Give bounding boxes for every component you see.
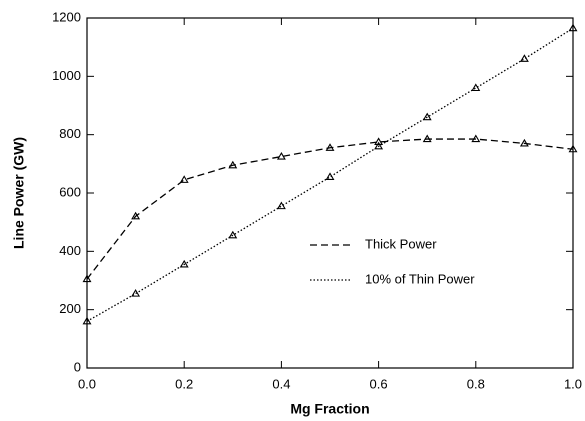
y-tick-label: 0 xyxy=(74,359,81,374)
x-tick-label: 0.0 xyxy=(78,376,96,391)
data-point xyxy=(374,141,384,150)
y-tick-label: 200 xyxy=(59,301,81,316)
plot-frame xyxy=(86,17,574,369)
data-point xyxy=(179,259,189,268)
series-line xyxy=(86,27,574,322)
data-point xyxy=(568,144,578,153)
legend-label: Thick Power xyxy=(365,236,437,251)
data-point xyxy=(82,316,92,325)
data-point xyxy=(519,54,529,62)
data-point xyxy=(422,134,432,143)
data-point xyxy=(374,137,384,146)
data-point xyxy=(179,175,189,183)
data-point xyxy=(422,112,432,121)
x-tick-label: 0.4 xyxy=(272,376,290,391)
data-point xyxy=(471,83,481,92)
series-line xyxy=(86,138,574,280)
data-point xyxy=(471,134,481,143)
data-point xyxy=(228,160,238,169)
data-point xyxy=(325,172,335,181)
y-tick-label: 1000 xyxy=(52,68,81,83)
x-tick-label: 0.6 xyxy=(370,376,388,391)
data-point xyxy=(228,230,238,239)
x-tick-label: 1.0 xyxy=(564,376,582,391)
data-point xyxy=(276,201,286,210)
data-point xyxy=(82,274,92,283)
y-tick-label: 800 xyxy=(59,126,81,141)
y-tick-label: 1200 xyxy=(52,9,81,24)
y-tick-label: 600 xyxy=(59,184,81,199)
data-point xyxy=(568,23,578,32)
x-tick-label: 0.8 xyxy=(467,376,485,391)
legend-label: 10% of Thin Power xyxy=(365,271,475,286)
data-point xyxy=(276,151,286,160)
data-point xyxy=(519,138,529,147)
x-axis-label: Mg Fraction xyxy=(290,401,369,417)
data-point xyxy=(131,289,141,297)
y-axis-label: Line Power (GW) xyxy=(11,137,27,249)
data-point xyxy=(131,211,141,220)
data-point xyxy=(325,143,335,151)
x-tick-label: 0.2 xyxy=(175,376,193,391)
y-tick-label: 400 xyxy=(59,243,81,258)
